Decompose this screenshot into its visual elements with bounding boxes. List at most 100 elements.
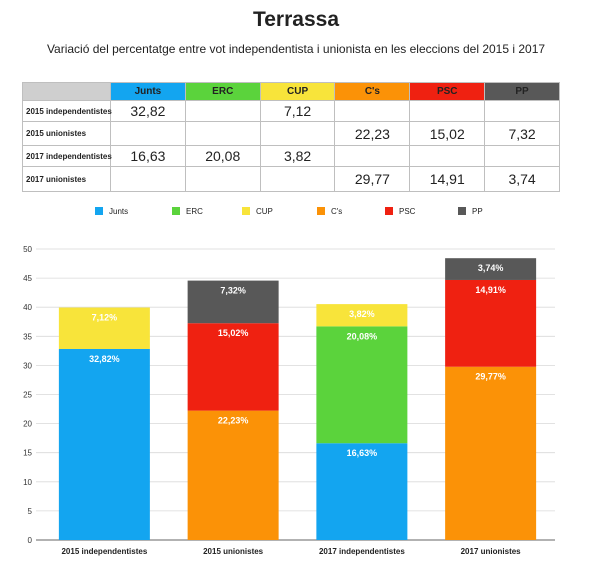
- legend-swatch: [242, 207, 250, 215]
- data-table: Junts ERC CUP C's PSC PP 2015 independen…: [22, 82, 560, 192]
- table-cell: 7,12: [259, 100, 336, 122]
- y-tick-label: 20: [23, 420, 32, 429]
- row-label: 2015 unionistes: [22, 121, 111, 146]
- legend-item-psc: PSC: [385, 207, 415, 216]
- legend-swatch: [385, 207, 393, 215]
- table-cell: [334, 100, 411, 122]
- x-tick-label: 2017 unionistes: [461, 547, 522, 556]
- data-label: 32,82%: [89, 354, 120, 364]
- bar-segment: [58, 348, 150, 540]
- chart-legend: Junts ERC CUP C's PSC PP: [0, 207, 592, 221]
- legend-item-junts: Junts: [95, 207, 128, 216]
- table-cell: 20,08: [184, 145, 261, 167]
- bar-segment: [316, 443, 408, 540]
- legend-swatch: [95, 207, 103, 215]
- table-cell: [110, 166, 186, 192]
- table-cell: 32,82: [110, 100, 186, 122]
- y-tick-label: 35: [23, 332, 32, 341]
- chart-subtitle: Variació del percentatge entre vot indep…: [46, 42, 546, 56]
- table-row: 2017 independentistes 16,63 20,08 3,82: [22, 145, 560, 167]
- bar-segment: [316, 326, 408, 444]
- table-corner: [22, 82, 111, 101]
- column-header-cs: C's: [334, 82, 411, 101]
- table-cell: 22,23: [334, 121, 411, 146]
- table-header-row: Junts ERC CUP C's PSC PP: [22, 82, 560, 101]
- y-tick-label: 10: [23, 478, 32, 487]
- data-label: 29,77%: [475, 372, 506, 382]
- table-row: 2015 independentistes 32,82 7,12: [22, 100, 560, 122]
- data-label: 7,12%: [92, 313, 118, 323]
- x-tick-label: 2017 independentistes: [319, 547, 405, 556]
- table-cell: 15,02: [409, 121, 486, 146]
- table-cell: [259, 121, 336, 146]
- y-tick-label: 45: [23, 274, 32, 283]
- table-cell: [184, 166, 261, 192]
- table-cell: [484, 100, 560, 122]
- y-tick-label: 15: [23, 449, 32, 458]
- bar-segment: [187, 280, 279, 324]
- legend-item-cs: C's: [317, 207, 342, 216]
- data-label: 20,08%: [347, 331, 378, 341]
- table-cell: [184, 100, 261, 122]
- legend-item-cup: CUP: [242, 207, 273, 216]
- table-cell: [484, 145, 560, 167]
- column-header-pp: PP: [484, 82, 560, 101]
- row-label: 2015 independentistes: [22, 100, 112, 122]
- legend-item-erc: ERC: [172, 207, 203, 216]
- data-label: 7,32%: [220, 286, 246, 296]
- table-cell: [259, 166, 336, 192]
- table-cell: [409, 145, 486, 167]
- legend-label: ERC: [186, 207, 203, 216]
- data-label: 14,91%: [475, 285, 506, 295]
- data-label: 3,82%: [349, 309, 375, 319]
- x-tick-label: 2015 unionistes: [203, 547, 264, 556]
- legend-swatch: [458, 207, 466, 215]
- table-cell: 3,74: [484, 166, 560, 192]
- y-tick-label: 5: [28, 507, 33, 516]
- table-cell: [409, 100, 486, 122]
- bar-segment: [445, 258, 537, 280]
- bar-segment: [445, 279, 537, 367]
- table-cell: [334, 145, 411, 167]
- y-tick-label: 0: [28, 536, 33, 545]
- data-label: 3,74%: [478, 263, 504, 273]
- chart-title: Terrassa: [252, 8, 339, 31]
- table-cell: [110, 121, 186, 146]
- table-row: 2017 unionistes 29,77 14,91 3,74: [22, 166, 560, 192]
- bar-segment: [58, 307, 150, 349]
- bar-segment: [316, 304, 408, 327]
- y-tick-label: 50: [23, 245, 32, 254]
- data-label: 15,02%: [218, 328, 249, 338]
- legend-swatch: [317, 207, 325, 215]
- y-tick-label: 40: [23, 303, 32, 312]
- table-cell: 3,82: [259, 145, 336, 167]
- table-cell: 14,91: [409, 166, 486, 192]
- legend-swatch: [172, 207, 180, 215]
- legend-label: CUP: [256, 207, 273, 216]
- data-label: 22,23%: [218, 416, 249, 426]
- legend-label: PSC: [399, 207, 416, 216]
- stacked-bar-chart: 0 5 10 15 20 25 30 35 40 45 50 32,82% 7,12% 2015 inde…: [23, 245, 555, 556]
- legend-item-pp: PP: [458, 207, 483, 216]
- table-cell: [184, 121, 261, 146]
- bar-segment: [187, 410, 279, 540]
- table-row: 2015 unionistes 22,23 15,02 7,32: [22, 121, 560, 146]
- x-tick-label: 2015 independentistes: [61, 547, 147, 556]
- row-label: 2017 unionistes: [22, 166, 111, 192]
- y-tick-label: 25: [23, 391, 32, 400]
- column-header-psc: PSC: [409, 82, 486, 101]
- column-header-junts: Junts: [110, 82, 186, 101]
- column-header-cup: CUP: [259, 82, 336, 101]
- column-header-erc: ERC: [184, 82, 261, 101]
- bar-segment: [187, 323, 279, 411]
- y-tick-label: 30: [23, 361, 32, 370]
- table-cell: 16,63: [110, 145, 186, 167]
- data-label: 16,63%: [347, 448, 378, 458]
- row-label: 2017 independentistes: [22, 145, 112, 167]
- legend-label: Junts: [109, 207, 129, 216]
- table-cell: 29,77: [334, 166, 411, 192]
- legend-label: C's: [331, 207, 343, 216]
- legend-label: PP: [472, 207, 483, 216]
- table-cell: 7,32: [484, 121, 560, 146]
- bar-segment: [445, 366, 537, 540]
